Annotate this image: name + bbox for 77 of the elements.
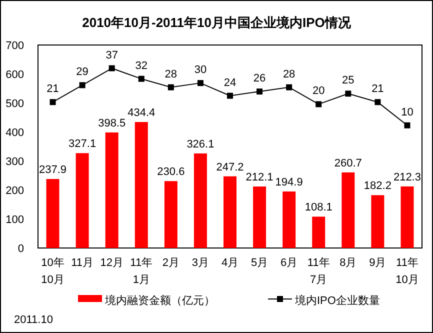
x-tick-label: 2月 xyxy=(162,257,180,269)
bar xyxy=(194,153,207,248)
data-label: 28 xyxy=(282,68,296,80)
data-label: 230.6 xyxy=(157,166,185,178)
point xyxy=(316,101,322,108)
x-tick-label: 6月 xyxy=(280,257,298,269)
x-tick-label: 11年 7月 xyxy=(307,257,330,286)
bar xyxy=(312,216,326,248)
bar xyxy=(253,186,266,248)
data-label: 25 xyxy=(342,74,354,87)
text: 2011.10 xyxy=(14,314,53,326)
point xyxy=(345,90,352,97)
x-tick-label: 10年 10月 xyxy=(41,257,64,286)
x-tick-label: 11月 xyxy=(71,257,94,269)
data-label: 32 xyxy=(135,60,148,72)
bar xyxy=(400,186,414,248)
data-label: 327.1 xyxy=(68,138,96,150)
data-label: 247.2 xyxy=(216,161,244,174)
point xyxy=(79,82,86,88)
x-tick-label: 11年 1月 xyxy=(130,257,153,286)
point xyxy=(138,76,144,82)
x-tick-label: 5月 xyxy=(250,257,268,269)
x-tick-label: 9月 xyxy=(369,257,386,269)
x-tick-label: 12月 xyxy=(100,257,124,269)
data-label: 194.9 xyxy=(275,176,303,188)
data-label: 28 xyxy=(164,68,178,80)
y-tick-label: 400 xyxy=(6,127,24,139)
point xyxy=(108,65,115,72)
data-label: 398.5 xyxy=(98,117,126,130)
bar xyxy=(134,122,148,248)
data-label: 21 xyxy=(46,83,59,96)
data-label: 260.7 xyxy=(334,157,362,170)
data-label: 21 xyxy=(372,83,384,96)
point xyxy=(168,84,174,90)
bar xyxy=(105,132,118,248)
bar xyxy=(46,179,60,248)
x-tick-label: 8月 xyxy=(340,257,357,269)
data-label: 237.9 xyxy=(39,164,67,176)
point xyxy=(227,92,233,99)
y-tick-label: 700 xyxy=(6,40,24,52)
data-label: 212.3 xyxy=(393,171,421,184)
bar xyxy=(224,176,236,248)
data-label: 182.2 xyxy=(364,180,392,192)
x-tick-label: 4月 xyxy=(221,257,239,269)
data-label: 10 xyxy=(401,106,414,118)
bar xyxy=(76,153,89,248)
point xyxy=(197,80,204,86)
y-tick-label: 600 xyxy=(6,69,24,81)
y-tick-label: 0 xyxy=(18,243,24,255)
data-label: 29 xyxy=(76,66,88,78)
bar xyxy=(282,191,296,248)
data-label: 37 xyxy=(106,49,118,62)
data-label: 326.1 xyxy=(186,138,214,150)
data-label: 108.1 xyxy=(304,202,332,214)
chart-title: 2010年10月-2011年10月中国企业境内IPO情况 xyxy=(82,15,352,30)
point xyxy=(404,122,410,128)
point xyxy=(374,99,381,106)
legend-label: 境内融资金额（亿元） xyxy=(104,294,215,307)
bar xyxy=(371,195,384,248)
legend-label: 境内IPO企业数量 xyxy=(294,294,380,307)
data-label: 212.1 xyxy=(246,171,274,184)
data-label: 26 xyxy=(253,72,266,85)
y-tick-label: 500 xyxy=(6,98,24,110)
x-tick-label: 11年 10月 xyxy=(396,257,419,286)
y-tick-label: 100 xyxy=(6,214,24,226)
x-tick-label: 3月 xyxy=(192,257,210,269)
y-tick-label: 200 xyxy=(6,185,24,197)
y-tick-label: 300 xyxy=(6,156,24,168)
data-label: 24 xyxy=(224,76,236,89)
data-label: 30 xyxy=(194,64,207,76)
point xyxy=(256,88,263,95)
bar xyxy=(342,172,355,248)
data-label: 20 xyxy=(312,85,325,98)
data-label: 434.4 xyxy=(128,107,156,120)
point xyxy=(50,99,56,106)
bar xyxy=(164,181,178,248)
point xyxy=(286,84,292,90)
